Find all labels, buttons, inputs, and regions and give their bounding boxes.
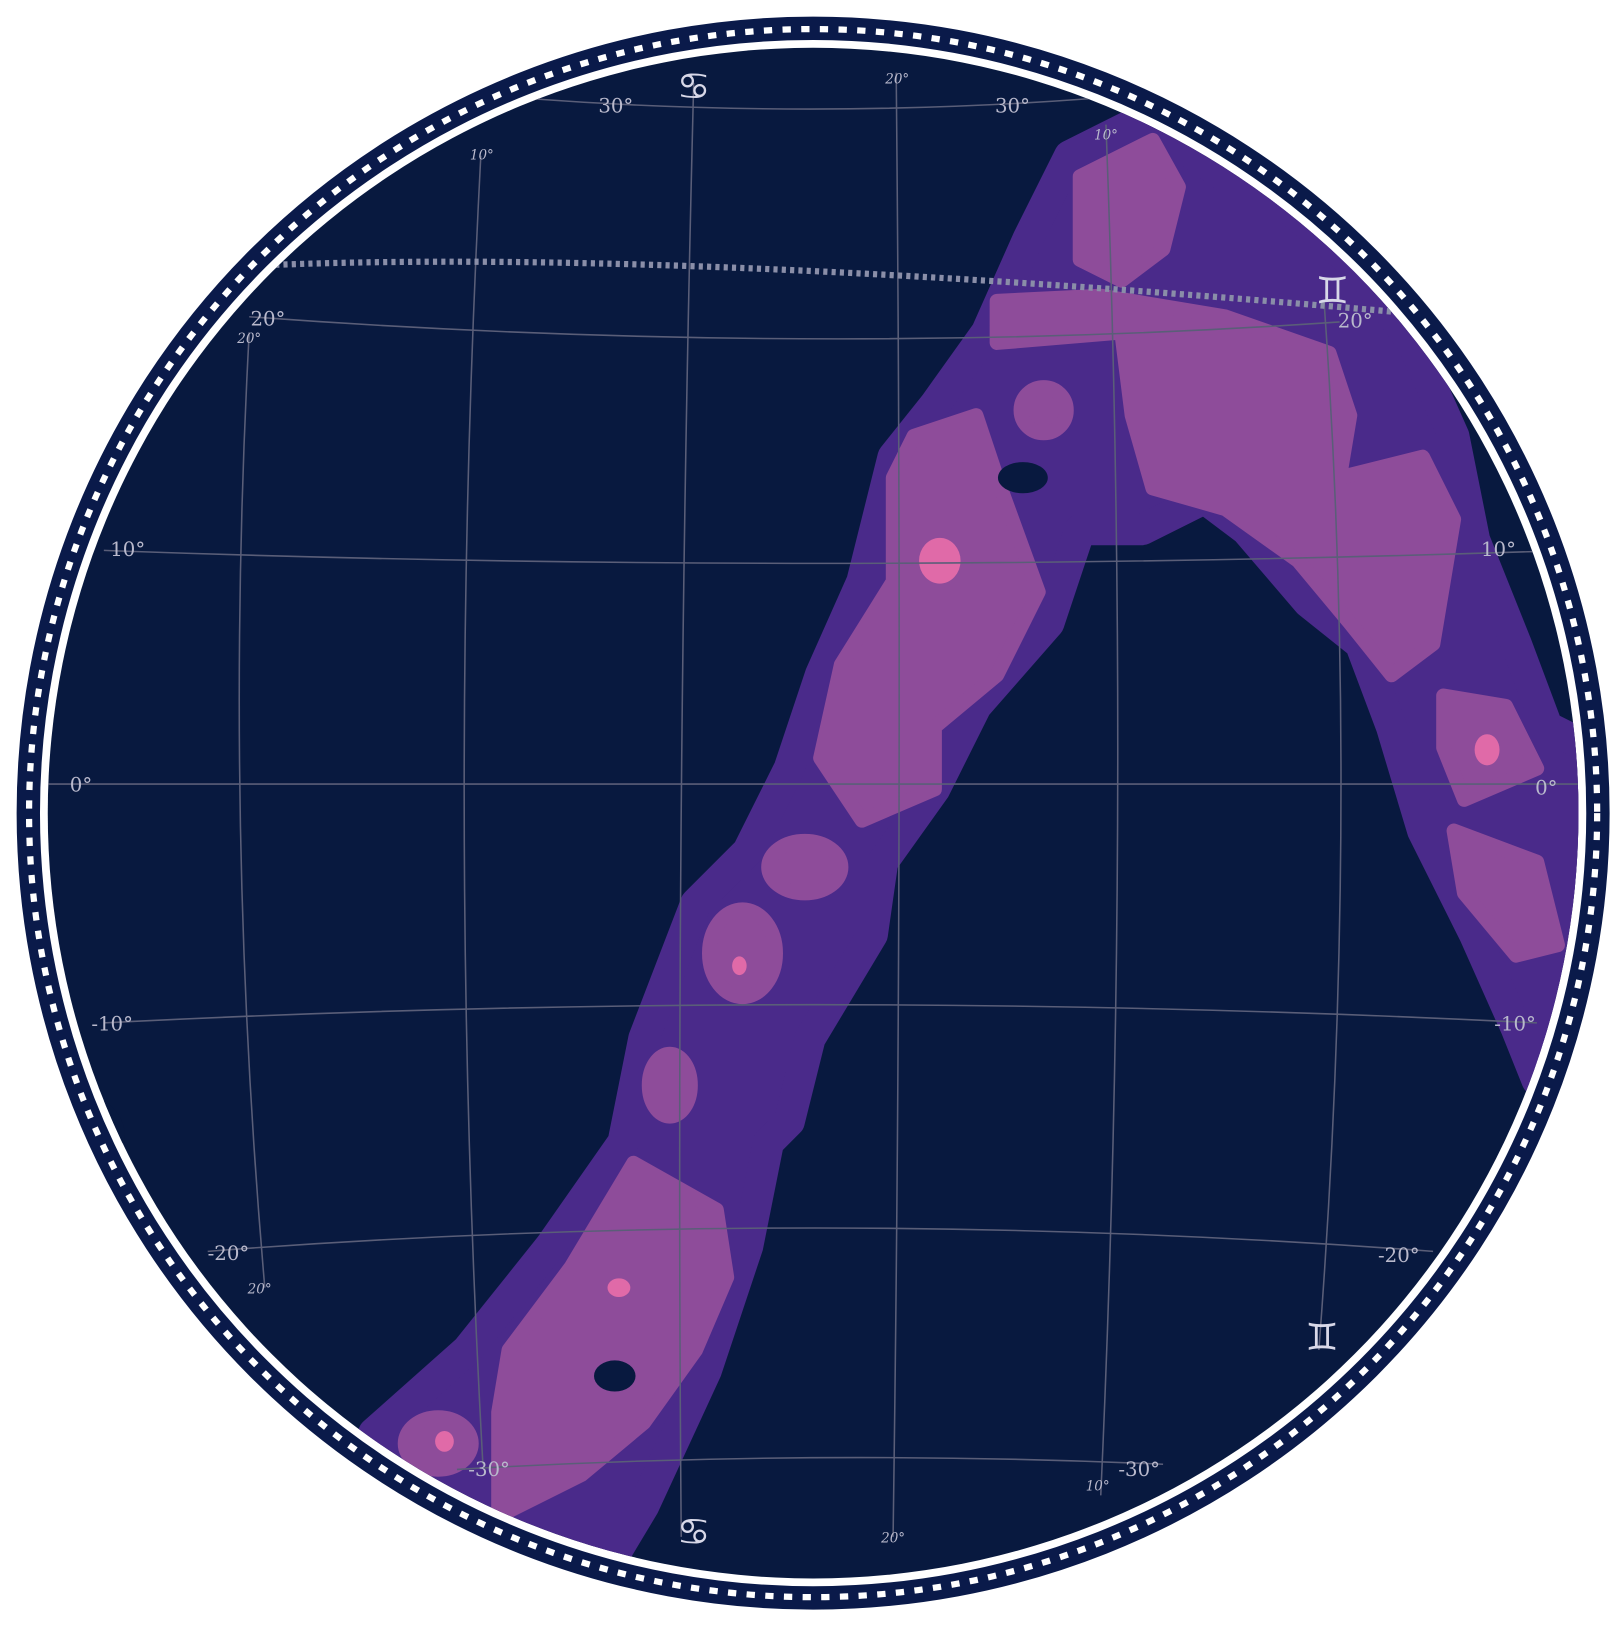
grid-label: 10° (1481, 538, 1516, 561)
grid-label: 20° (1338, 309, 1373, 332)
dark-holes (593, 462, 1048, 1392)
grid-label: -30° (468, 1458, 510, 1481)
minor-label: 10° (1086, 1479, 1110, 1495)
grid-label: -10° (1494, 1012, 1536, 1035)
minor-label: 20° (247, 1281, 272, 1297)
band-core (435, 537, 1500, 1452)
grid-label: 0° (1535, 777, 1557, 800)
zodiac-symbol: ♋ (677, 64, 711, 108)
grid-label: 30° (995, 94, 1030, 117)
ecliptic (275, 258, 1392, 315)
grid-label: -10° (91, 1012, 133, 1035)
minor-label: 20° (880, 1530, 905, 1546)
milky-way (62, 103, 1579, 1579)
minor-label: 10° (1094, 128, 1118, 144)
grid (47, 72, 1579, 1537)
grid-label: 20° (250, 307, 285, 330)
grid-label: 0° (70, 774, 92, 797)
zodiac-symbol: ♋ (677, 1509, 711, 1553)
zodiac-symbol: ♊ (1316, 268, 1350, 312)
minor-label: 20° (884, 71, 909, 87)
grid-label: -20° (1378, 1244, 1420, 1267)
minor-label: 10° (470, 147, 494, 163)
grid-label: 10° (110, 538, 145, 561)
grid-label: 30° (598, 94, 633, 117)
inner-ring (39, 39, 1587, 1587)
minor-label: 20° (236, 331, 261, 347)
grid-label: -30° (1118, 1458, 1160, 1481)
tick-ring (25, 25, 1601, 1601)
map-group: 30° 30° 20° 20° 10° 10° 0° 0° -10° -10° … (16, 16, 1610, 1610)
zodiac-symbol: ♊ (1305, 1315, 1339, 1359)
grid-label: -20° (208, 1242, 250, 1265)
